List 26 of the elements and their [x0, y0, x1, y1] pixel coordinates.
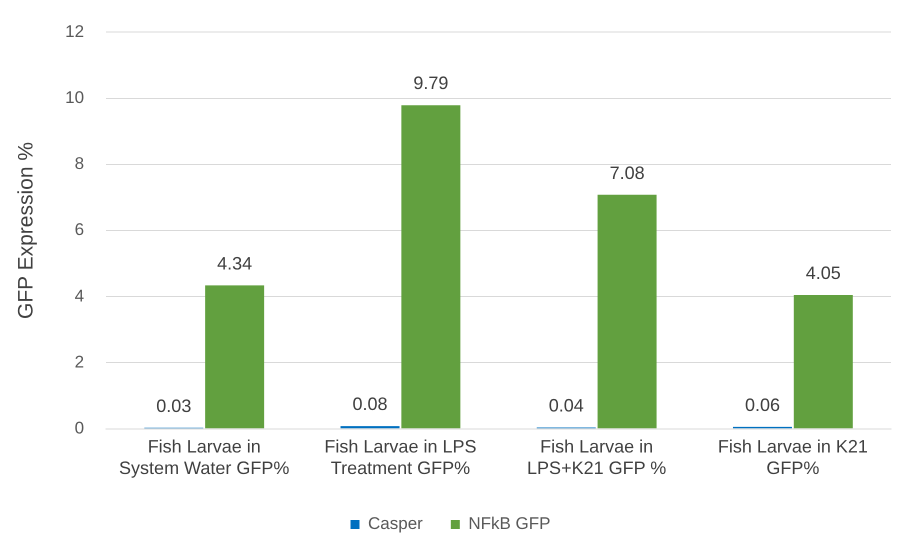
- y-axis-title: GFP Expression %: [14, 142, 38, 320]
- y-tick-label: 8: [74, 154, 84, 174]
- data-label: 0.06: [744, 394, 780, 415]
- data-label: 9.79: [413, 73, 448, 94]
- y-tick-label: 12: [65, 22, 84, 41]
- data-label: 0.08: [352, 394, 388, 414]
- y-tick-label: 2: [74, 352, 84, 372]
- x-tick-label: Fish Larvae in K21 GFP%: [718, 436, 868, 478]
- x-tick-label: Fish Larvae in LPS Treatment GFP%: [324, 436, 476, 478]
- bar: [401, 105, 460, 428]
- data-label: 7.08: [610, 162, 645, 183]
- data-label: 0.04: [548, 395, 584, 416]
- y-tick-label: 0: [74, 418, 84, 438]
- x-tick-label: Fish Larvae in LPS+K21 GFP %: [527, 436, 666, 478]
- x-tick-label: Fish Larvae in System Water GFP%: [119, 436, 290, 478]
- legend-label: NFkB GFP: [468, 514, 550, 534]
- bar: [205, 285, 264, 428]
- bar: [794, 294, 853, 428]
- y-tick-label: 6: [74, 220, 84, 240]
- y-tick-label: 10: [65, 88, 84, 107]
- data-label: 4.34: [217, 253, 252, 274]
- y-tick-label: 4: [74, 286, 84, 306]
- legend-label: Casper: [368, 514, 424, 534]
- data-label: 4.05: [806, 262, 841, 283]
- data-label: 0.03: [156, 396, 192, 416]
- bar: [598, 194, 657, 428]
